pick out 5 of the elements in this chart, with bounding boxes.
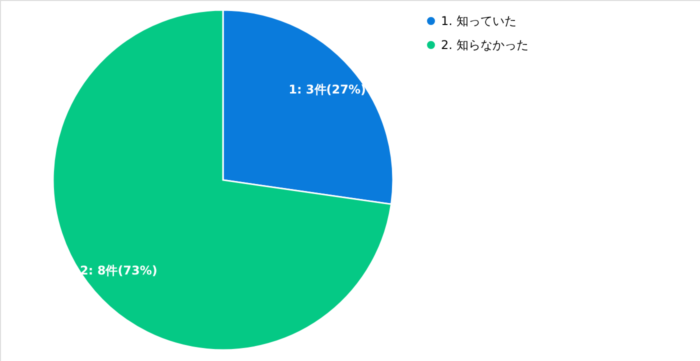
pie-slice [52, 9, 392, 351]
data-label: 1: 3件(27%) [288, 82, 366, 97]
legend-label: 1. 知っていた [441, 14, 516, 28]
data-label: 2: 8件(73%) [80, 263, 158, 278]
legend-label: 2. 知らなかった [441, 38, 528, 52]
